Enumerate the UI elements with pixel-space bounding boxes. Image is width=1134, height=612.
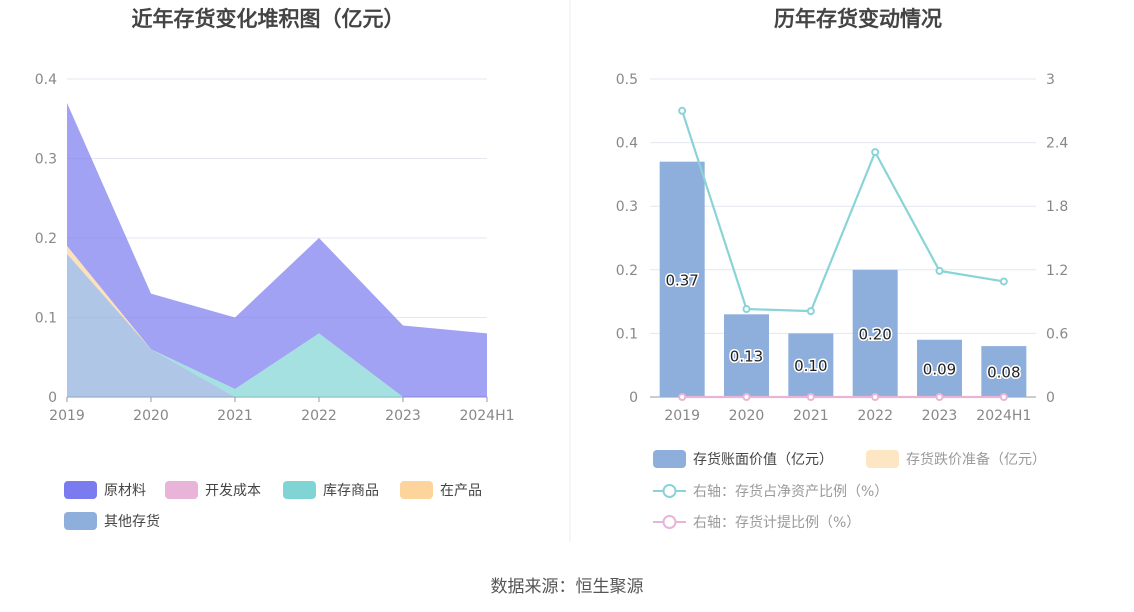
right-legend-label: 存货跌价准备（亿元）	[906, 451, 1046, 468]
right-x-tick-label: 2024H1	[976, 408, 1031, 424]
right-y-tick-label: 0.2	[616, 263, 638, 279]
left-x-tick-label: 2019	[49, 408, 85, 424]
left-x-tick-label: 2022	[301, 408, 337, 424]
left-y-tick-label: 0.1	[35, 311, 57, 327]
line-point	[999, 393, 1008, 401]
right-legend-marker	[662, 515, 677, 529]
right-y-ticks: 0 0.1 0.2 0.3 0.4 0.5	[616, 72, 638, 406]
line-point	[806, 307, 815, 316]
right-legend-swatch	[866, 450, 899, 468]
right-legend-swatch	[653, 450, 686, 468]
left-y-tick-label: 0.3	[35, 152, 57, 168]
bar-data-label: 0.09	[923, 360, 956, 378]
bar-line-chart: 历年存货变动情况 0.370.130.100.200.09 0.08 00.10.…	[616, 7, 1069, 531]
right-x-tick-label: 2019	[664, 408, 700, 424]
line-point	[999, 277, 1008, 286]
line-series	[681, 110, 1005, 313]
left-legend-swatch	[165, 481, 198, 499]
right-x-tick-label: 2020	[729, 408, 765, 424]
right-legend-marker	[662, 484, 677, 498]
left-legend-label: 库存商品	[323, 483, 379, 499]
left-x-tick-label: 2020	[133, 408, 169, 424]
right-x-tick-label: 2021	[793, 408, 829, 424]
right-chart-title: 历年存货变动情况	[774, 7, 942, 31]
left-legend-swatch	[64, 481, 97, 499]
left-legend-label: 原材料	[104, 483, 146, 499]
right-x-ticks: 2019 2020 2021 2022 2023 2024H1	[664, 408, 1031, 424]
right-y2-tick-label: 1.8	[1046, 199, 1068, 215]
left-legend-label: 在产品	[440, 483, 482, 499]
right-y-tick-label: 0.1	[616, 326, 638, 342]
left-legend-swatch	[283, 481, 316, 499]
stacked-area-chart: 近年存货变化堆积图（亿元） 0 0.1 0.2 0.3 0.4 2019 2020 2021…	[35, 7, 515, 530]
inventory-bar	[852, 269, 898, 397]
bar-data-label: 0.08	[987, 364, 1020, 382]
line-point	[742, 393, 751, 401]
inventory-bar	[659, 161, 705, 397]
bar-data-label: 0.13	[730, 348, 763, 366]
right-y2-tick-label: 2.4	[1046, 136, 1068, 152]
line-point	[871, 148, 880, 157]
inventory-bar	[788, 333, 834, 397]
line-point	[806, 393, 815, 401]
right-gridlines	[650, 78, 1036, 398]
bar-data-label: 0.10	[794, 357, 827, 375]
right-legend: 存货账面价值（亿元） 存货跌价准备（亿元） 右轴：存货占净资产比例（%） 右轴：存货计…	[653, 450, 1046, 531]
right-y2-tick-label: 0.6	[1046, 326, 1068, 342]
right-bars: 0.37 0.13 0.10 0.20 0.09 0.08	[659, 161, 1027, 397]
left-legend-label: 其他存货	[104, 513, 160, 530]
right-lines	[678, 106, 1008, 401]
inventory-bar	[981, 346, 1027, 397]
right-x-tick-label: 2022	[857, 408, 893, 424]
bar-data-label: 0.20	[858, 325, 891, 343]
right-y-tick-label: 0.3	[616, 199, 638, 215]
line-point	[935, 393, 944, 401]
right-legend-label: 右轴：存货计提比例（%）	[693, 514, 860, 531]
right-legend-label: 右轴：存货占净资产比例（%）	[693, 483, 888, 500]
line-point	[871, 393, 880, 401]
right-y2-ticks: 0 0.6 1.2 1.8 2.4 3	[1046, 72, 1068, 406]
right-y-tick-label: 0.4	[616, 136, 638, 152]
left-x-tick-label: 2021	[217, 408, 253, 424]
line-point	[935, 266, 944, 275]
area-原材料	[67, 102, 487, 397]
right-y-tick-label: 0	[629, 390, 638, 406]
line-point	[678, 393, 687, 401]
data-source: 数据来源：恒生聚源	[491, 577, 644, 597]
right-y2-tick-label: 0	[1046, 390, 1055, 406]
left-x-ticks: 2019 2020 2021 2022 2023 2024H1	[49, 397, 515, 424]
left-y-tick-label: 0.4	[35, 72, 57, 88]
left-y-ticks: 0 0.1 0.2 0.3 0.4	[35, 72, 57, 406]
right-x-tick-label: 2023	[922, 408, 958, 424]
left-chart-title: 近年存货变化堆积图（亿元）	[132, 7, 405, 31]
left-legend-label: 开发成本	[205, 483, 261, 499]
inventory-bar	[917, 339, 962, 397]
right-y2-tick-label: 3	[1046, 72, 1055, 88]
area-其他存货	[67, 253, 487, 397]
left-legend-swatch	[64, 512, 97, 530]
line-point	[678, 106, 687, 115]
right-legend-label: 存货账面价值（亿元）	[693, 451, 833, 468]
right-y2-tick-label: 1.2	[1046, 263, 1068, 279]
left-legend-swatch	[400, 481, 433, 499]
left-x-tick-label: 2023	[385, 408, 421, 424]
left-y-tick-label: 0.2	[35, 231, 57, 247]
right-y-tick-label: 0.5	[616, 72, 638, 88]
left-x-tick-label: 2024H1	[459, 408, 514, 424]
left-y-tick-label: 0	[48, 390, 57, 406]
left-areas	[67, 102, 487, 397]
line-point	[742, 305, 751, 314]
inventory-bar	[724, 314, 769, 397]
bar-data-label: 0.37	[665, 271, 698, 289]
area-库存商品	[67, 245, 487, 397]
